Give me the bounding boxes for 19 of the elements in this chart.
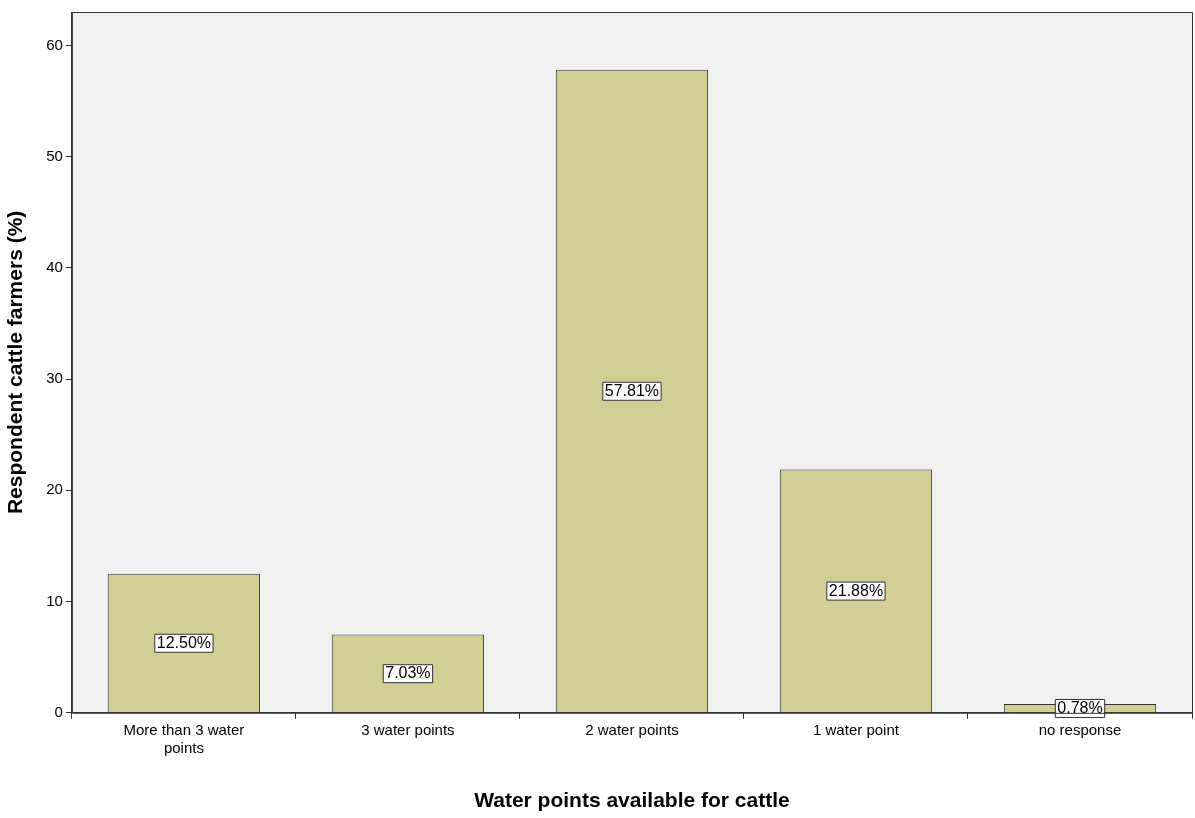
y-tick-label: 50 <box>46 146 63 164</box>
y-tick-label: 20 <box>46 480 63 498</box>
y-tick-label: 40 <box>46 257 63 275</box>
x-axis-title: Water points available for cattle <box>474 788 790 812</box>
x-tick-label: no response <box>1038 720 1122 738</box>
x-tick-label: 1 water point <box>813 720 900 738</box>
data-label: 21.88% <box>828 581 884 599</box>
data-label: 0.78% <box>1057 698 1103 716</box>
data-label: 12.50% <box>156 633 212 651</box>
x-tick-label: 2 water points <box>585 720 679 738</box>
x-tick-label: More than 3 water points <box>123 720 245 756</box>
y-tick-label: 0 <box>54 702 63 720</box>
x-tick-label: 3 water points <box>361 720 455 738</box>
y-axis-title: Respondent cattle farmers (%) <box>3 210 27 515</box>
data-label: 57.81% <box>604 381 660 399</box>
data-label: 7.03% <box>385 664 431 682</box>
y-tick-label: 30 <box>46 369 63 387</box>
y-tick-label: 10 <box>46 591 63 609</box>
y-tick-label: 60 <box>46 35 63 53</box>
